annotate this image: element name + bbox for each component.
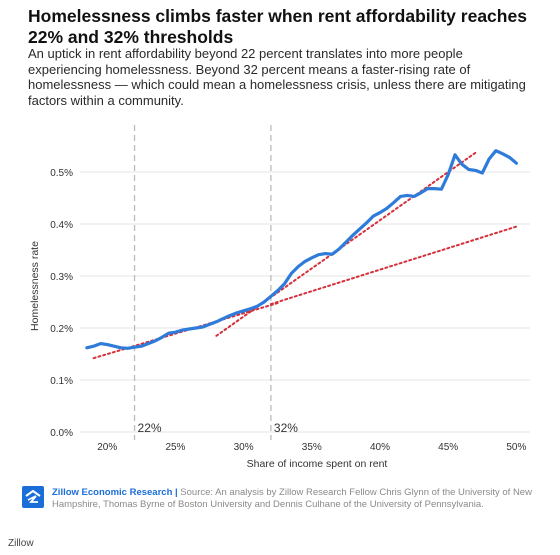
data-point	[392, 201, 394, 203]
chart-title: Homelessness climbs faster when rent aff…	[28, 6, 527, 47]
data-point	[304, 260, 306, 262]
data-point	[202, 326, 204, 328]
footer-brand[interactable]: Zillow Economic Research |	[52, 487, 178, 498]
data-point	[106, 343, 108, 345]
data-point	[167, 332, 169, 334]
data-point	[127, 347, 129, 349]
data-point	[92, 345, 94, 347]
data-point	[229, 314, 231, 316]
data-point	[113, 345, 115, 347]
x-tick-label: 30%	[234, 442, 254, 453]
data-point	[358, 228, 360, 230]
data-point	[283, 283, 285, 285]
threshold-label: 22%	[138, 421, 162, 435]
series-line	[85, 149, 519, 350]
data-point	[140, 345, 142, 347]
x-tick-label: 25%	[165, 442, 185, 453]
footer-source: Source: An analysis by Zillow Research F…	[52, 487, 532, 510]
data-point	[331, 253, 333, 255]
x-tick-label: 35%	[302, 442, 322, 453]
y-axis-label: Homelessness rate	[29, 241, 41, 331]
data-point	[379, 211, 381, 213]
data-point	[386, 207, 388, 209]
line-chart: 0.0% 0.1% 0.2% 0.3% 0.4% 0.5% 20% 25% 30% 35% 40% 4…	[29, 125, 530, 470]
data-point	[345, 241, 347, 243]
y-tick-label: 0.4%	[50, 220, 73, 231]
data-point	[352, 234, 354, 236]
data-point	[215, 321, 217, 323]
data-point	[86, 347, 88, 349]
data-point	[447, 173, 449, 175]
data-point	[413, 195, 415, 197]
x-tick-label: 45%	[438, 442, 458, 453]
x-tick-label: 20%	[97, 442, 117, 453]
data-point	[372, 215, 374, 217]
x-axis-label: Share of income spent on rent	[247, 458, 388, 470]
data-point	[502, 153, 504, 155]
chart-footer: Zillow Economic Research | Source: An an…	[22, 484, 552, 524]
data-point	[147, 342, 149, 344]
data-point	[270, 295, 272, 297]
data-point	[488, 158, 490, 160]
data-point	[249, 308, 251, 310]
data-point	[454, 154, 456, 156]
threshold-label: 32%	[274, 421, 298, 435]
data-point	[461, 163, 463, 165]
data-point	[263, 301, 265, 303]
y-tick-label: 0.2%	[50, 324, 73, 335]
data-point	[188, 328, 190, 330]
data-point	[208, 323, 210, 325]
data-point	[290, 272, 292, 274]
x-tick-label: 50%	[506, 442, 526, 453]
y-tick-label: 0.1%	[50, 376, 73, 387]
data-point	[338, 248, 340, 250]
data-point	[161, 336, 163, 338]
x-tick-label: 40%	[370, 442, 390, 453]
data-point	[495, 149, 497, 151]
data-point	[133, 346, 135, 348]
data-point	[256, 305, 258, 307]
data-point	[277, 289, 279, 291]
data-point	[181, 329, 183, 331]
data-point	[365, 222, 367, 224]
data-point	[467, 168, 469, 170]
data-point	[324, 252, 326, 254]
y-tick-label: 0.3%	[50, 272, 73, 283]
data-point	[481, 172, 483, 174]
data-point	[399, 195, 401, 197]
data-point	[317, 253, 319, 255]
data-point	[242, 310, 244, 312]
data-point	[222, 317, 224, 319]
data-point	[236, 312, 238, 314]
data-point	[420, 192, 422, 194]
zillow-logo-icon	[22, 486, 44, 508]
data-point	[508, 156, 510, 158]
y-tick-label: 0.0%	[50, 428, 73, 439]
data-point	[120, 347, 122, 349]
trendline	[269, 225, 518, 306]
data-point	[174, 331, 176, 333]
data-point	[406, 194, 408, 196]
chart-subtitle: An uptick in rent affordability beyond 2…	[28, 46, 526, 108]
data-point	[440, 188, 442, 190]
data-point	[99, 342, 101, 344]
data-point	[154, 340, 156, 342]
footer-source-text: Zillow Economic Research | Source: An an…	[52, 487, 552, 510]
data-point	[515, 162, 517, 164]
data-point	[427, 187, 429, 189]
data-point	[297, 265, 299, 267]
page-credit: Zillow	[8, 538, 34, 549]
data-point	[195, 327, 197, 329]
data-point	[311, 257, 313, 259]
y-tick-label: 0.5%	[50, 168, 73, 179]
data-point	[433, 187, 435, 189]
data-point	[474, 169, 476, 171]
